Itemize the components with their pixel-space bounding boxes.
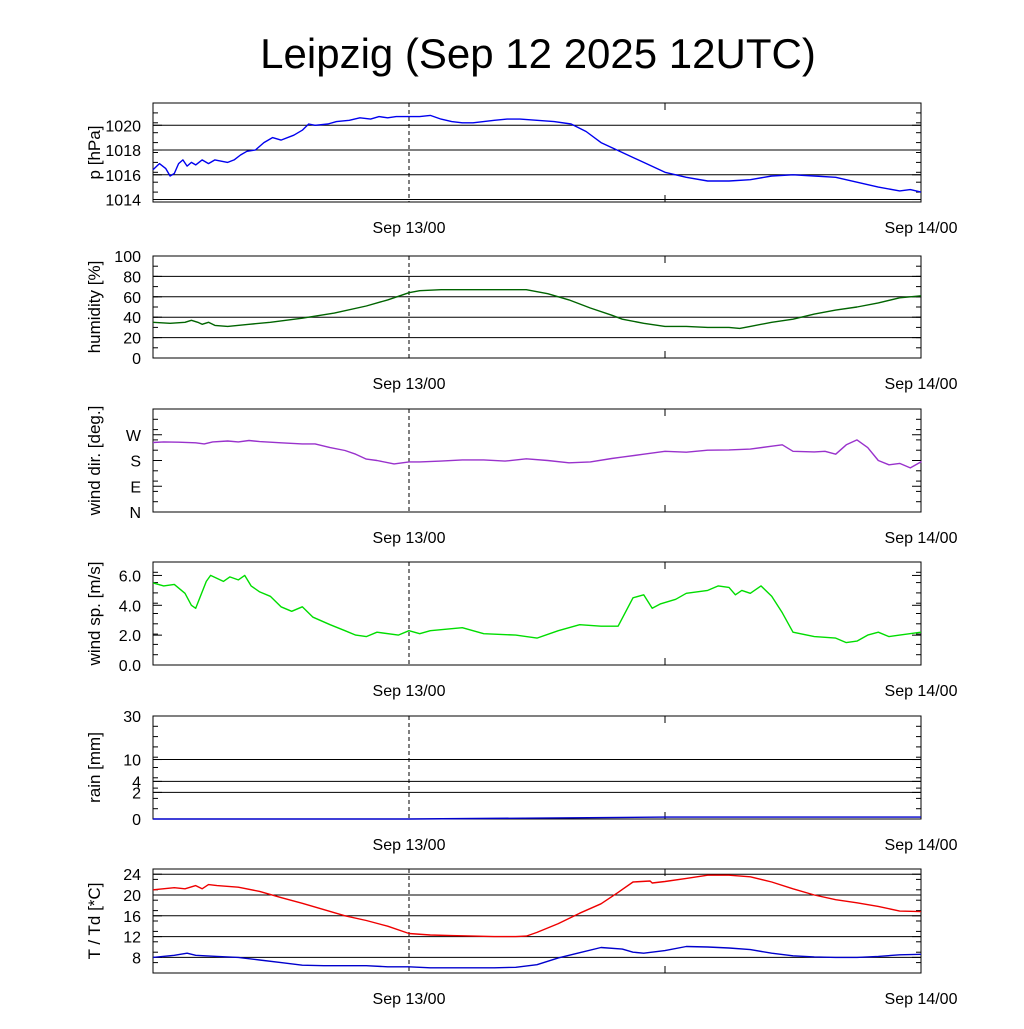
x-time-label: Sep 13/00 (373, 530, 446, 547)
y-tick-label: 100 (114, 249, 141, 266)
panel-humidity: 0 20 40 60 80 100 humidity [%] Sep 13/00 Sep 14/… (85, 249, 958, 393)
y-tick-label: 2.0 (119, 628, 141, 645)
y-axis-label: humidity [%] (85, 261, 104, 354)
y-tick-label: 30 (123, 709, 141, 726)
plot-frame (152, 408, 922, 513)
series-line-t (152, 874, 922, 938)
panel-wind_speed: 0.0 2.0 4.0 6.0 wind sp. [m/s] Sep 13/00 Sep 1… (85, 561, 958, 700)
series-line-rain (153, 816, 921, 820)
y-tick-label: 60 (123, 290, 141, 307)
y-tick-label: 1014 (105, 193, 141, 210)
chart-title: Leipzig (Sep 12 2025 12UTC) (260, 30, 816, 77)
y-axis-label: p [hPa] (85, 126, 104, 180)
y-tick-label: 8 (132, 950, 141, 967)
plot-frame (152, 561, 922, 666)
x-time-label: Sep 13/00 (373, 376, 446, 393)
x-time-label: Sep 14/00 (885, 376, 958, 393)
y-tick-label: 12 (123, 930, 141, 947)
x-time-label: Sep 13/00 (373, 683, 446, 700)
x-time-label: Sep 14/00 (885, 530, 958, 547)
x-time-label: Sep 13/00 (373, 837, 446, 854)
x-time-label: Sep 13/00 (373, 991, 446, 1008)
y-tick-label: 0 (132, 351, 141, 368)
y-axis-label: wind dir. [deg.] (85, 406, 104, 517)
y-tick-label: 4 (132, 774, 141, 791)
y-axis-label: wind sp. [m/s] (85, 562, 104, 667)
y-tick-label: 20 (123, 888, 141, 905)
y-tick-label: 2 (132, 785, 141, 802)
series-line-wind-direction (152, 439, 922, 469)
series-line-wind-speed (152, 574, 922, 644)
x-time-label: Sep 14/00 (885, 683, 958, 700)
y-axis-label: rain [mm] (85, 732, 104, 803)
series-line-humidity (152, 289, 922, 330)
y-tick-label: 40 (123, 310, 141, 327)
y-tick-label: 1020 (105, 118, 141, 135)
y-tick-label: 1016 (105, 168, 141, 185)
y-tick-label: 6.0 (119, 568, 141, 585)
panel-rain: 0 24 10 30 rain [mm] Sep 13/00 Sep 14/00 (85, 709, 958, 854)
series-line-td (152, 945, 922, 969)
y-axis-label: T / Td [*C] (85, 883, 104, 960)
y-tick-label: E (130, 479, 141, 496)
x-time-label: Sep 14/00 (885, 991, 958, 1008)
x-time-label: Sep 14/00 (885, 837, 958, 854)
plot-frame (152, 715, 922, 820)
series-line-pressure (152, 114, 922, 193)
panel-temperature: 8 12 16 20 24 T / Td [*C] Sep 13/00 Sep 14/00 (85, 867, 958, 1008)
plot-frame (152, 255, 922, 359)
y-tick-label: 1018 (105, 143, 141, 160)
y-tick-label: 16 (123, 909, 141, 926)
y-tick-label: 0.0 (119, 658, 141, 675)
x-time-label: Sep 13/00 (373, 220, 446, 237)
y-tick-label: 4.0 (119, 598, 141, 615)
y-tick-label: 0 (132, 812, 141, 829)
y-tick-label: 10 (123, 753, 141, 770)
plot-frame (152, 102, 922, 203)
y-tick-label: 20 (123, 331, 141, 348)
x-time-label: Sep 14/00 (885, 220, 958, 237)
y-tick-label: W (126, 428, 142, 445)
y-tick-label: N (129, 505, 141, 522)
y-tick-label: 24 (123, 867, 141, 884)
y-tick-label: S (130, 454, 141, 471)
y-tick-label: 80 (123, 269, 141, 286)
